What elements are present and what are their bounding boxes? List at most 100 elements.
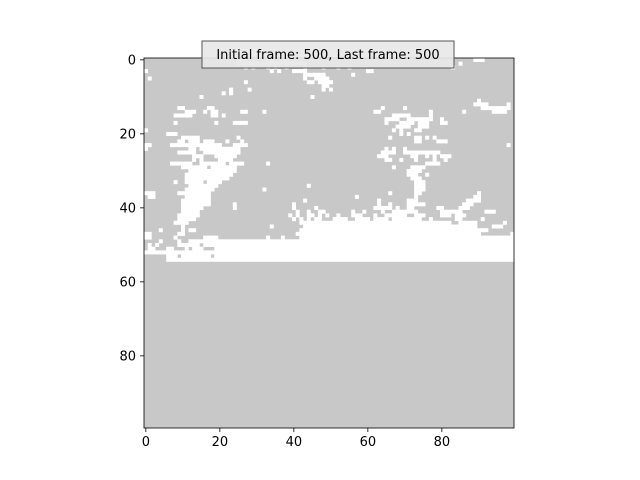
heatmap-cell: [195, 213, 200, 218]
heatmap-cell: [480, 228, 485, 233]
heatmap-cell: [414, 220, 419, 225]
heatmap-cell: [225, 239, 230, 244]
heatmap-cell: [332, 228, 337, 233]
heatmap-cell: [299, 228, 304, 233]
heatmap-cell: [462, 257, 467, 262]
heatmap-cell: [406, 206, 411, 210]
heatmap-cell: [373, 217, 378, 222]
heatmap-cell: [144, 128, 148, 133]
heatmap-cell: [440, 220, 444, 225]
heatmap-cell: [325, 239, 330, 244]
heatmap-cell: [380, 224, 385, 229]
heatmap-cell: [325, 228, 330, 233]
heatmap-cell: [465, 250, 470, 255]
heatmap-cell: [225, 246, 230, 251]
heatmap-cell: [221, 91, 226, 96]
heatmap-cell: [417, 128, 422, 133]
heatmap-cell: [462, 228, 467, 233]
heatmap-cell: [384, 250, 389, 255]
y-axis: 0 20 40 60 80: [119, 53, 144, 364]
heatmap-cell: [229, 157, 234, 162]
heatmap-cell: [225, 146, 230, 151]
heatmap-cell: [173, 235, 178, 240]
heatmap-cell: [428, 117, 433, 122]
heatmap-cell: [436, 239, 441, 244]
heatmap-cell: [184, 135, 189, 140]
heatmap-cell: [403, 250, 407, 255]
heatmap-cell: [147, 231, 152, 236]
heatmap-cell: [447, 213, 452, 218]
heatmap-cell: [417, 180, 422, 185]
heatmap-cell: [414, 243, 419, 247]
heatmap-cell: [440, 254, 444, 259]
heatmap-cell: [166, 257, 171, 262]
heatmap-cell: [410, 206, 415, 210]
heatmap-cell: [369, 243, 374, 247]
heatmap-cell: [218, 250, 222, 255]
heatmap-cell: [336, 224, 341, 229]
heatmap-cell: [391, 213, 396, 218]
heatmap-cell: [343, 239, 348, 244]
heatmap-cell: [340, 220, 345, 225]
heatmap-cell: [443, 120, 448, 125]
heatmap-cell: [299, 246, 304, 251]
heatmap-cell: [269, 257, 274, 262]
heatmap-cell: [391, 231, 396, 236]
heatmap-cell: [210, 109, 215, 114]
heatmap-cell: [188, 213, 193, 218]
heatmap-cell: [358, 213, 363, 218]
heatmap-cell: [199, 198, 204, 203]
heatmap-cell: [488, 243, 493, 247]
heatmap-cell: [206, 239, 211, 244]
heatmap-cell: [510, 257, 515, 262]
heatmap-cell: [144, 231, 148, 236]
heatmap-cell: [292, 69, 296, 74]
heatmap-cell: [195, 254, 200, 259]
heatmap-cell: [303, 231, 308, 236]
heatmap-cell: [362, 257, 367, 262]
heatmap-cell: [480, 58, 485, 62]
heatmap-cell: [173, 113, 178, 118]
heatmap-cell: [214, 243, 219, 247]
heatmap-cell: [440, 235, 444, 240]
heatmap-cell: [273, 250, 278, 255]
heatmap-cell: [192, 183, 197, 188]
heatmap-cell: [425, 257, 430, 262]
heatmap-cell: [232, 246, 237, 251]
heatmap-cell: [332, 231, 337, 236]
heatmap-cell: [362, 254, 367, 259]
heatmap-cell: [188, 150, 193, 155]
heatmap-cell: [303, 228, 308, 233]
heatmap-cell: [428, 254, 433, 259]
heatmap-cell: [229, 250, 234, 255]
heatmap-cell: [184, 209, 189, 214]
heatmap-cell: [151, 191, 156, 196]
heatmap-cell: [380, 243, 385, 247]
heatmap-cell: [377, 206, 382, 210]
heatmap-cell: [391, 254, 396, 259]
heatmap-cell: [332, 235, 337, 240]
heatmap-cell: [410, 209, 415, 214]
heatmap-cell: [447, 254, 452, 259]
heatmap-cell: [229, 150, 234, 155]
heatmap-cell: [388, 243, 393, 247]
heatmap-cell: [417, 202, 422, 207]
heatmap-cell: [232, 206, 237, 210]
heatmap-cell: [373, 257, 378, 262]
heatmap-cell: [310, 243, 315, 247]
heatmap-cell: [169, 143, 174, 148]
heatmap-cell: [147, 143, 152, 148]
heatmap-cell: [273, 246, 278, 251]
heatmap-cell: [321, 80, 326, 85]
heatmap-cell: [495, 106, 500, 111]
heatmap-cell: [258, 254, 263, 259]
heatmap-cell: [395, 124, 400, 129]
heatmap-cell: [499, 257, 504, 262]
heatmap-cell: [366, 243, 370, 247]
heatmap-cell: [317, 231, 322, 236]
heatmap-cell: [169, 246, 174, 251]
heatmap-cell: [384, 224, 389, 229]
heatmap-cell: [181, 250, 185, 255]
heatmap-cell: [388, 246, 393, 251]
heatmap-cell: [184, 202, 189, 207]
